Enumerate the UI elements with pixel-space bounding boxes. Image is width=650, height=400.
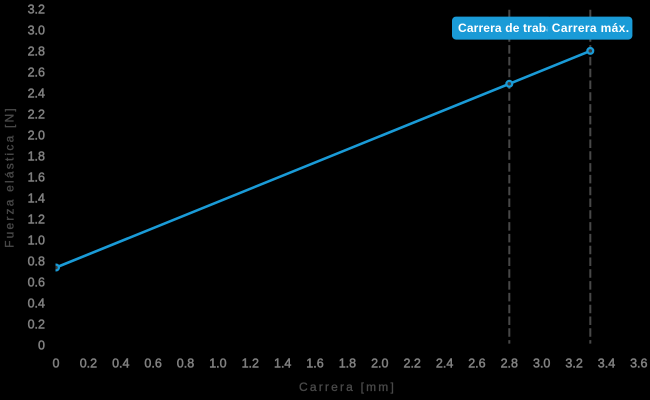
- svg-text:Carrera de trabajo: Carrera de trabajo: [458, 21, 564, 35]
- svg-text:1.4: 1.4: [28, 191, 45, 205]
- svg-text:1.6: 1.6: [28, 170, 45, 184]
- svg-text:1.0: 1.0: [28, 233, 45, 247]
- svg-text:1.0: 1.0: [209, 357, 226, 371]
- svg-text:3.0: 3.0: [28, 23, 45, 37]
- svg-text:1.8: 1.8: [339, 357, 356, 371]
- svg-text:3.2: 3.2: [565, 357, 582, 371]
- svg-text:0.4: 0.4: [28, 296, 45, 310]
- svg-text:2.2: 2.2: [28, 107, 45, 121]
- svg-text:0.8: 0.8: [177, 357, 194, 371]
- svg-text:0: 0: [38, 338, 45, 352]
- svg-text:3.4: 3.4: [598, 357, 615, 371]
- svg-text:0.6: 0.6: [144, 357, 161, 371]
- svg-text:Carrera máx.: Carrera máx.: [552, 21, 630, 35]
- svg-text:3.2: 3.2: [28, 2, 45, 16]
- svg-text:2.4: 2.4: [28, 86, 45, 100]
- svg-text:2.4: 2.4: [436, 357, 453, 371]
- svg-text:2.6: 2.6: [28, 65, 45, 79]
- svg-text:2.2: 2.2: [404, 357, 421, 371]
- svg-text:1.8: 1.8: [28, 149, 45, 163]
- svg-text:Carrera [mm]: Carrera [mm]: [299, 380, 396, 394]
- svg-text:2.0: 2.0: [371, 357, 388, 371]
- svg-text:Fuerza elástica [N]: Fuerza elástica [N]: [3, 106, 17, 248]
- svg-text:0.2: 0.2: [80, 357, 97, 371]
- svg-text:0.4: 0.4: [112, 357, 129, 371]
- svg-text:1.6: 1.6: [306, 357, 323, 371]
- svg-text:2.6: 2.6: [468, 357, 485, 371]
- svg-text:0: 0: [53, 357, 60, 371]
- svg-text:0.6: 0.6: [28, 275, 45, 289]
- svg-text:2.8: 2.8: [501, 357, 518, 371]
- svg-text:3.0: 3.0: [533, 357, 550, 371]
- svg-text:0.2: 0.2: [28, 317, 45, 331]
- svg-text:1.4: 1.4: [274, 357, 291, 371]
- svg-text:2.0: 2.0: [28, 128, 45, 142]
- svg-text:1.2: 1.2: [28, 212, 45, 226]
- svg-text:0.8: 0.8: [28, 254, 45, 268]
- svg-text:2.8: 2.8: [28, 44, 45, 58]
- svg-text:3.6: 3.6: [630, 357, 647, 371]
- svg-text:1.2: 1.2: [242, 357, 259, 371]
